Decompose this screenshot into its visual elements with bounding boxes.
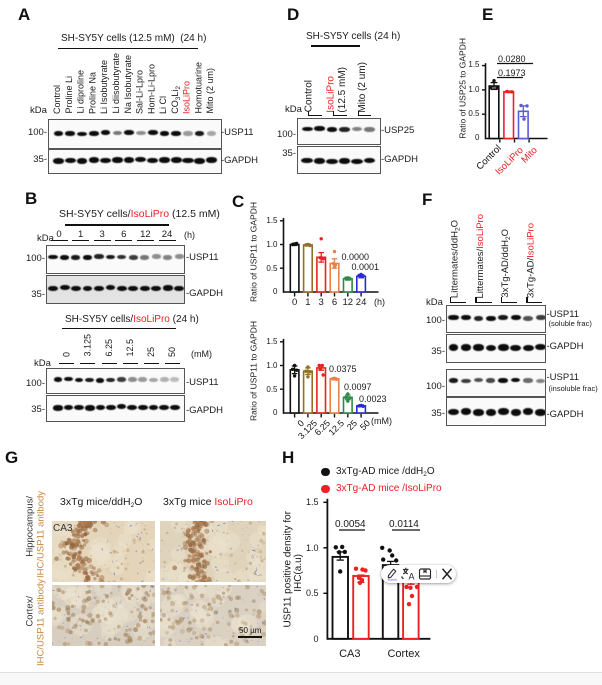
svg-text:A: A xyxy=(409,572,415,582)
